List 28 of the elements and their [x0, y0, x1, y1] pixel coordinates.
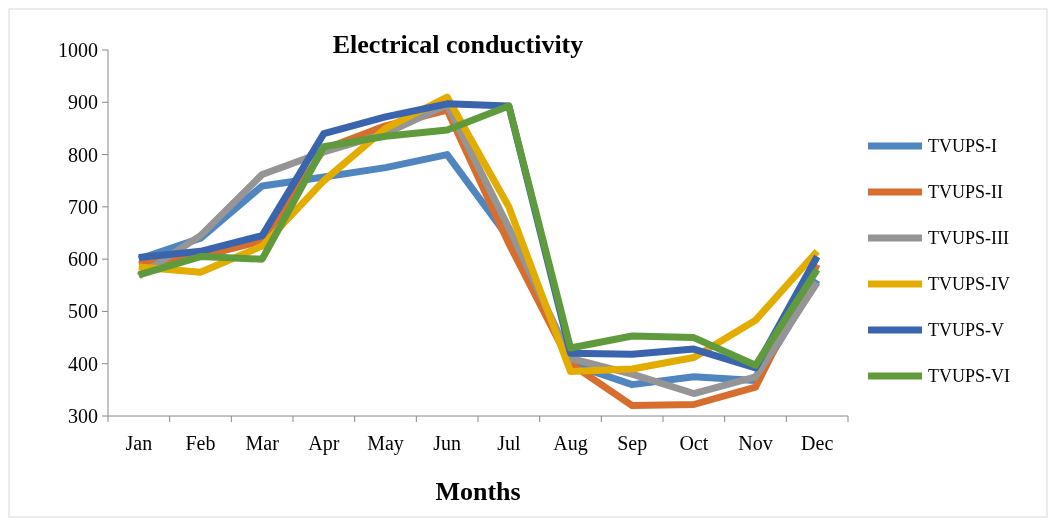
- x-tick-label: Nov: [738, 432, 773, 454]
- x-tick-label: Dec: [801, 432, 834, 454]
- y-tick-label: 900: [68, 91, 98, 114]
- x-tick-label: Feb: [185, 432, 216, 454]
- legend-label: TVUPS-I: [928, 136, 998, 157]
- x-tick-label: Oct: [679, 432, 709, 454]
- legend-label: TVUPS-IV: [928, 274, 1011, 295]
- x-tick-label: Aug: [553, 432, 588, 455]
- y-tick-label: 500: [68, 300, 98, 323]
- y-tick-label: 300: [68, 405, 98, 427]
- legend-label: TVUPS-VI: [928, 366, 1011, 387]
- x-tick-label: Jan: [125, 432, 153, 454]
- legend-label: TVUPS-III: [928, 228, 1009, 249]
- y-tick-label: 400: [68, 352, 98, 375]
- x-axis-title: Months: [435, 477, 521, 506]
- x-tick-label: Jul: [497, 432, 521, 454]
- x-tick-label: Jun: [433, 432, 462, 454]
- x-tick-label: May: [367, 432, 404, 455]
- y-tick-label: 1000: [58, 39, 98, 61]
- x-tick-label: Mar: [245, 432, 280, 454]
- x-tick-label: Apr: [308, 432, 340, 455]
- y-tick-label: 800: [68, 143, 98, 166]
- y-tick-label: 700: [68, 195, 98, 218]
- legend-label: TVUPS-II: [928, 182, 1003, 203]
- legend-label: TVUPS-V: [928, 320, 1005, 341]
- x-tick-label: Sep: [617, 432, 648, 455]
- chart-title: Electrical conductivity: [332, 30, 584, 59]
- y-tick-label: 600: [68, 248, 98, 271]
